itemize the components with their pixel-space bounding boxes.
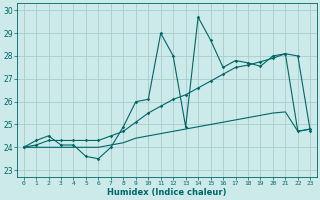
- X-axis label: Humidex (Indice chaleur): Humidex (Indice chaleur): [107, 188, 227, 197]
